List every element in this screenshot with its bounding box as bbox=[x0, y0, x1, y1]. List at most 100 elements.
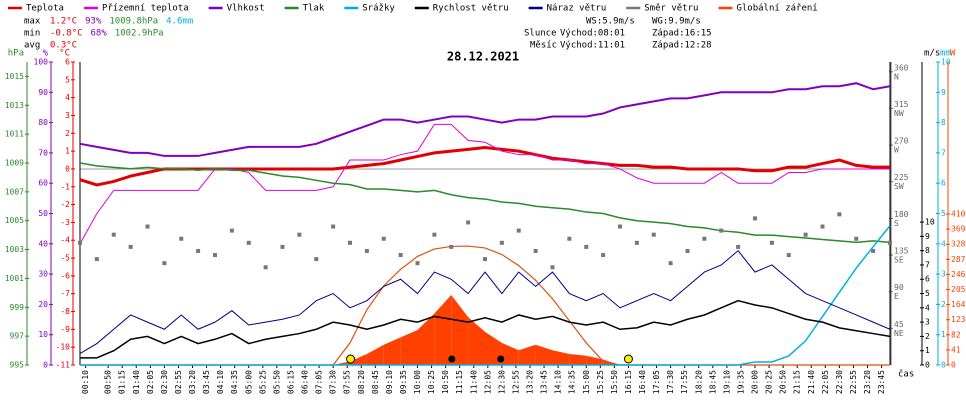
stat-value: 68% bbox=[91, 29, 108, 39]
y-tick-label: 1013 bbox=[5, 101, 24, 110]
direction-point bbox=[94, 257, 99, 262]
moon-set: Západ:12:28 bbox=[652, 41, 712, 51]
y-tick-label: 0 bbox=[941, 361, 946, 370]
wind-stat: WG:9.9m/s bbox=[652, 17, 701, 27]
y-tick-label: 3 bbox=[65, 111, 70, 120]
x-tick-label: 11:15 bbox=[455, 370, 464, 394]
y-tick-label: 410 bbox=[951, 210, 966, 219]
y-tick-label: 1003 bbox=[5, 245, 24, 254]
x-tick-label: 06:40 bbox=[301, 370, 310, 394]
y-tick-label: 997 bbox=[10, 332, 25, 341]
legend-label: Přízemní teplota bbox=[102, 4, 189, 14]
y-tick-label: 10 bbox=[925, 218, 935, 227]
direction-point bbox=[297, 232, 302, 237]
chart-title: 28.12.2021 bbox=[447, 50, 519, 64]
y-tick-label: 1009 bbox=[5, 159, 24, 168]
radiation-area bbox=[451, 295, 469, 365]
direction-point bbox=[601, 253, 606, 258]
radiation-area bbox=[366, 344, 384, 365]
direction-point bbox=[685, 248, 690, 253]
direction-point bbox=[263, 265, 268, 270]
y-tick-label: 6 bbox=[65, 58, 70, 67]
y-tick-label: 2 bbox=[925, 332, 930, 341]
y-tick-label: 40 bbox=[38, 239, 48, 248]
compass-label: SW bbox=[894, 182, 904, 191]
y-tick-label: 164 bbox=[951, 300, 966, 309]
direction-point bbox=[719, 228, 724, 233]
x-tick-label: 18:45 bbox=[708, 370, 717, 394]
stat-label: avg bbox=[24, 41, 40, 51]
y-tick-label: 82 bbox=[951, 330, 961, 339]
stat-value: -0.8°C bbox=[50, 29, 83, 39]
y-tick-label: 10 bbox=[38, 330, 48, 339]
moon-rise: Východ:11:01 bbox=[560, 41, 625, 51]
y-tick-label: 1 bbox=[941, 330, 946, 339]
radiation-area bbox=[417, 313, 435, 365]
x-tick-label: 13:20 bbox=[526, 370, 535, 394]
radiation-area bbox=[501, 342, 519, 365]
stat-value: 4.6mm bbox=[166, 17, 193, 27]
direction-point bbox=[246, 240, 251, 245]
y-tick-label: 369 bbox=[951, 225, 966, 234]
direction-point bbox=[162, 261, 167, 266]
radiation-area bbox=[333, 361, 350, 365]
y-tick-label: 6 bbox=[941, 179, 946, 188]
x-tick-label: 15:25 bbox=[596, 370, 605, 394]
compass-label: N bbox=[894, 72, 899, 81]
y-tick-label: 6 bbox=[925, 275, 930, 284]
compass-label: E bbox=[894, 292, 899, 301]
y-tick-label: 4 bbox=[65, 93, 70, 102]
radiation-area bbox=[586, 355, 604, 365]
moon-label: Měsíc bbox=[530, 41, 557, 51]
y-tick-label: 70 bbox=[38, 148, 48, 157]
compass-label: SE bbox=[894, 256, 904, 265]
radiation-area bbox=[535, 344, 553, 365]
y-tick-label: 1015 bbox=[5, 72, 24, 81]
legend-label: Směr větru bbox=[644, 4, 698, 14]
x-tick-label: 22:30 bbox=[835, 370, 844, 394]
direction-point bbox=[651, 232, 656, 237]
y-tick-label: -1 bbox=[60, 182, 70, 191]
direction-point bbox=[331, 224, 336, 229]
direction-point bbox=[769, 240, 774, 245]
x-tick-label: 09:10 bbox=[385, 370, 394, 394]
x-tick-label: 23:20 bbox=[863, 370, 872, 394]
x-tick-label: 22:55 bbox=[849, 370, 858, 394]
x-tick-label: 19:10 bbox=[722, 370, 731, 394]
radiation-area bbox=[485, 331, 502, 365]
sun-label: Slunce bbox=[524, 29, 557, 39]
direction-point bbox=[449, 244, 454, 249]
axis-unit: m/s bbox=[924, 49, 940, 59]
direction-point bbox=[618, 224, 622, 229]
direction-point bbox=[280, 244, 285, 249]
x-tick-label: 17:05 bbox=[652, 370, 661, 394]
radiation-area bbox=[552, 350, 570, 365]
series-line bbox=[80, 299, 891, 359]
y-tick-label: -5 bbox=[60, 254, 70, 263]
x-tick-label: 14:10 bbox=[554, 370, 563, 394]
x-tick-label: 02:30 bbox=[160, 370, 169, 394]
x-tick-label: 05:50 bbox=[272, 370, 281, 394]
stat-value: 1009.8hPa bbox=[109, 17, 158, 27]
series-line bbox=[79, 162, 891, 244]
x-tick-label: 04:10 bbox=[216, 370, 225, 394]
direction-point bbox=[483, 257, 487, 262]
radiation-area bbox=[518, 344, 536, 365]
direction-point bbox=[381, 236, 386, 241]
direction-point bbox=[820, 224, 825, 229]
y-tick-label: 30 bbox=[38, 270, 48, 279]
y-tick-label: -4 bbox=[60, 236, 70, 245]
direction-point bbox=[871, 248, 876, 253]
direction-point bbox=[213, 253, 217, 258]
y-tick-label: 3 bbox=[925, 318, 930, 327]
axis-unit: mm bbox=[940, 49, 951, 59]
direction-point bbox=[314, 257, 319, 262]
y-tick-label: 7 bbox=[925, 260, 930, 269]
stat-value: 1.2°C bbox=[50, 17, 77, 27]
y-tick-label: 995 bbox=[10, 361, 25, 370]
y-tick-label: 123 bbox=[951, 315, 966, 324]
direction-point bbox=[533, 248, 538, 253]
y-tick-label: 1 bbox=[65, 147, 70, 156]
y-tick-label: 4 bbox=[941, 239, 946, 248]
x-tick-label: 02:55 bbox=[174, 370, 183, 394]
